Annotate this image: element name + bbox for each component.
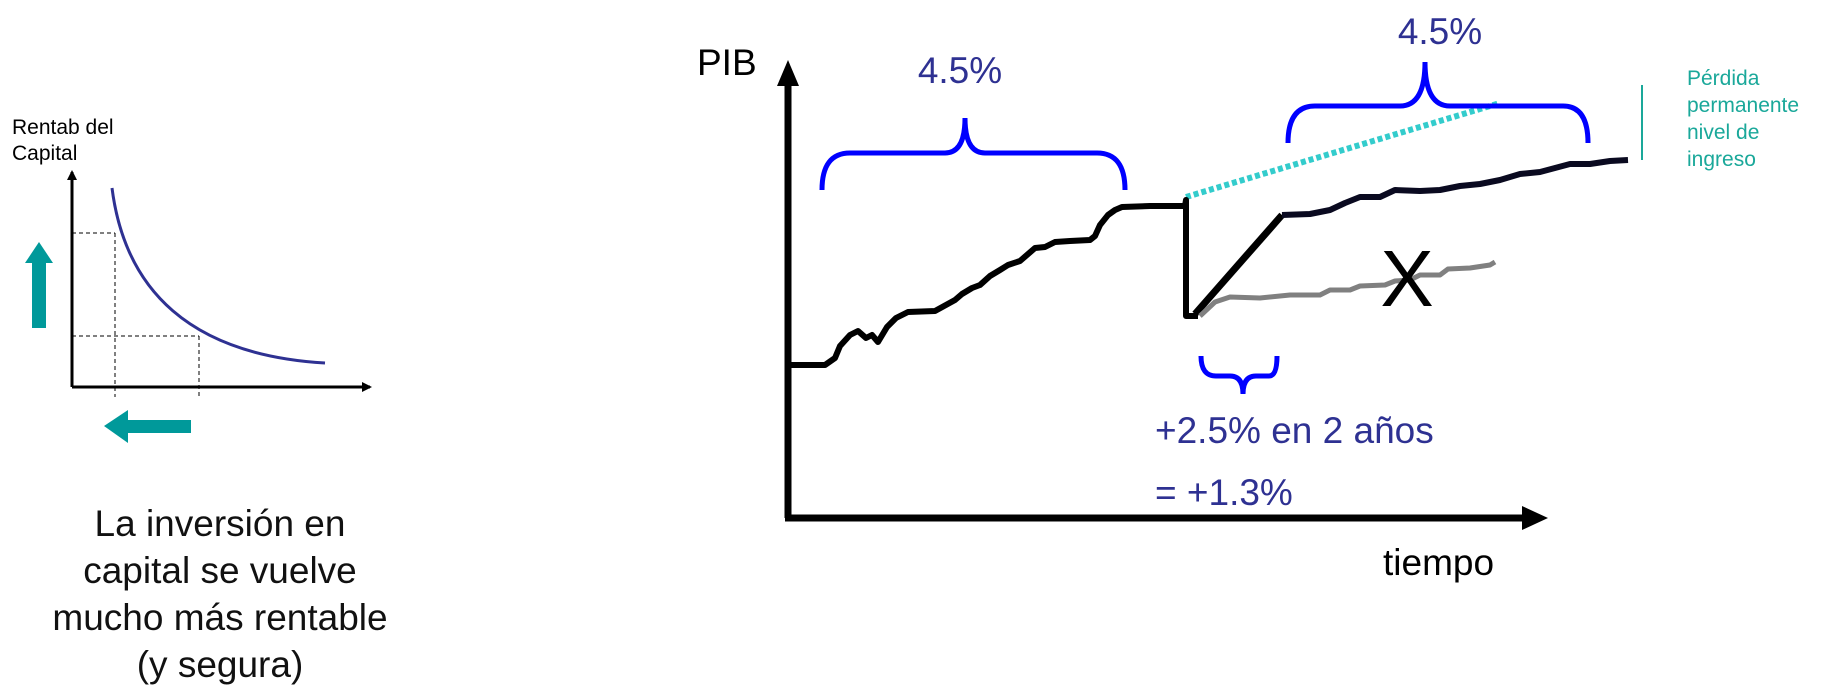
rentabilidad-graph: Rentab del Capital xyxy=(12,116,372,443)
cross-mark: X xyxy=(1380,234,1433,323)
brace-recovery xyxy=(1198,355,1280,395)
up-arrow-icon xyxy=(25,242,53,328)
pib-chart: PIB tiempo X 4.5% 4.5% +2.5% en 2 años =… xyxy=(697,11,1799,583)
left-ylabel-line2: Capital xyxy=(12,142,77,165)
pib-y-arrowhead xyxy=(777,60,799,86)
left-arrow-icon xyxy=(104,410,191,443)
post-recovery-path xyxy=(1281,157,1629,218)
brace-before-crisis xyxy=(819,117,1128,191)
caption: La inversión en capital se vuelve mucho … xyxy=(20,500,420,688)
caption-line-1: La inversión en xyxy=(94,503,346,544)
caption-line-4: (y segura) xyxy=(136,644,304,685)
gdp-path xyxy=(790,197,1198,368)
recovery-line xyxy=(1192,212,1285,317)
pib-xlabel: tiempo xyxy=(1383,542,1494,583)
pib-x-arrowhead xyxy=(1522,506,1548,530)
return-curve xyxy=(110,187,326,365)
alternative-path xyxy=(1198,259,1497,318)
loss-label-line1: Pérdida xyxy=(1687,67,1760,90)
pib-ylabel: PIB xyxy=(697,42,757,83)
caption-line-2: capital se vuelve xyxy=(83,550,357,591)
recovery-label-line2: = +1.3% xyxy=(1155,472,1293,513)
loss-label-line3: nivel de xyxy=(1687,121,1759,144)
growth-after-label: 4.5% xyxy=(1398,11,1482,52)
caption-line-3: mucho más rentable xyxy=(52,597,388,638)
loss-label-line4: ingreso xyxy=(1687,148,1756,171)
recovery-label-line1: +2.5% en 2 años xyxy=(1155,410,1434,451)
brace-after-crisis xyxy=(1285,61,1591,144)
trend-projection-line xyxy=(1185,100,1501,200)
loss-label-line2: permanente xyxy=(1687,94,1799,117)
growth-before-label: 4.5% xyxy=(918,50,1002,91)
left-ylabel-line1: Rentab del xyxy=(12,116,114,139)
